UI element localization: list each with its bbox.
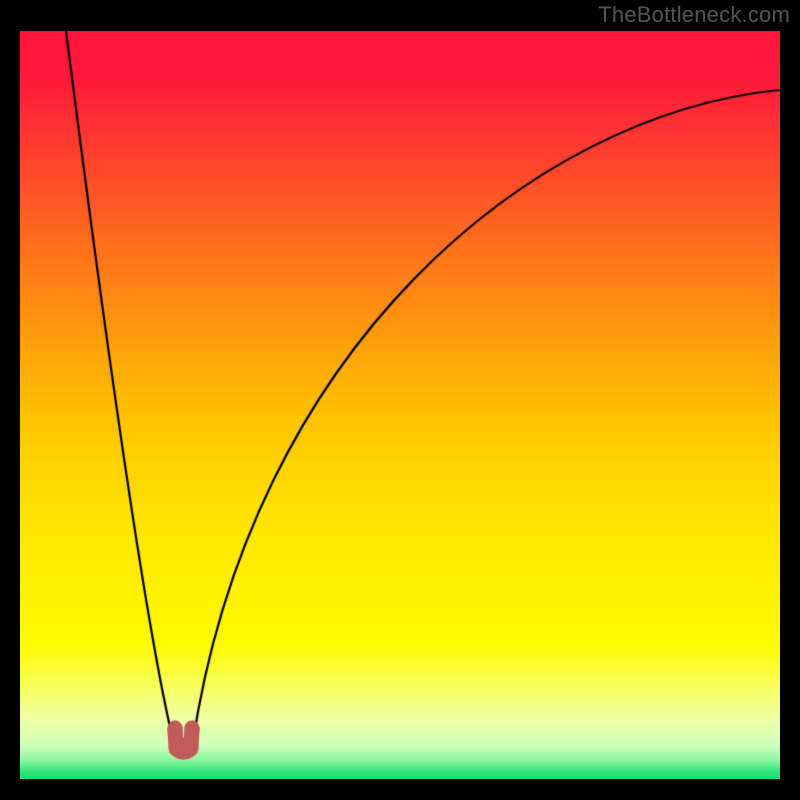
attribution-text: TheBottleneck.com bbox=[598, 2, 790, 28]
chart-stage: TheBottleneck.com bbox=[0, 0, 800, 800]
plot-frame bbox=[20, 31, 780, 779]
plot-canvas bbox=[20, 31, 780, 779]
